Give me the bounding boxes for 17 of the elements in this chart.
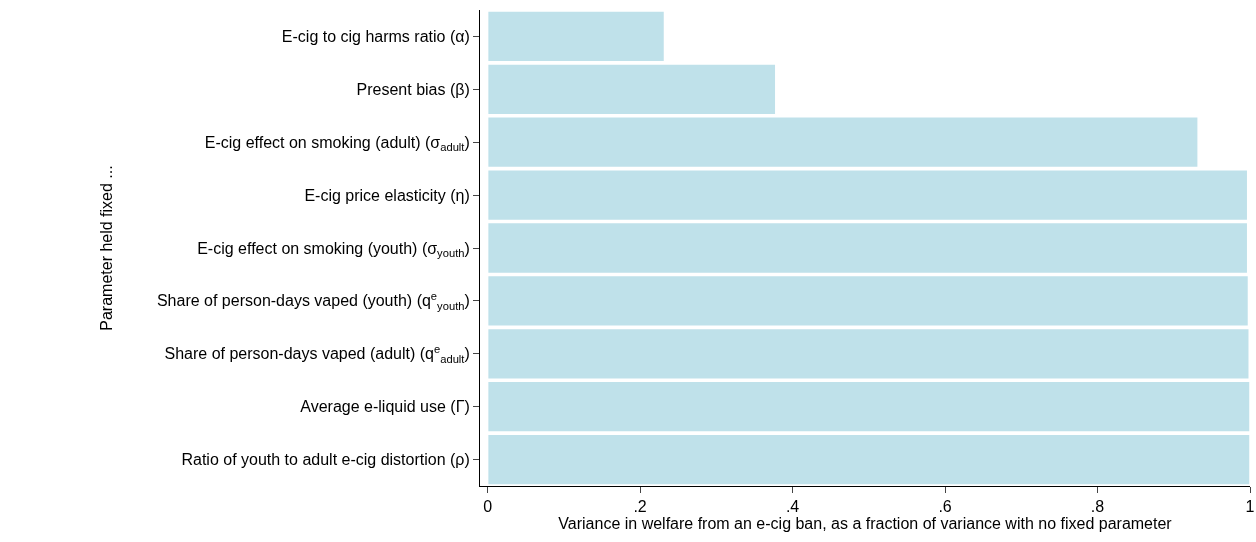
x-tick-label: .4	[785, 498, 800, 516]
y-tick-label: Present bias (β)	[356, 80, 470, 98]
y-axis-title: Parameter held fixed ...	[97, 165, 115, 331]
x-tick-label: 1	[1245, 498, 1255, 516]
x-tick-label: .2	[633, 498, 647, 516]
x-tick-label: .6	[938, 498, 952, 516]
x-axis-title: Variance in welfare from an e-cig ban, as a fraction of variance with no fixed parameter	[558, 515, 1173, 533]
x-tick-label: 0	[483, 498, 493, 516]
y-tick-label: Ratio of youth to adult e-cig distortion (ρ)	[181, 451, 470, 469]
x-tick-label: .8	[1090, 498, 1105, 516]
y-tick-label: Share of person-days vaped (adult) (q$^{e}$$_{adult}$)	[164, 342, 470, 365]
y-tick-label: E-cig effect on smoking (adult) (σ$_{adult}$)	[204, 133, 470, 154]
y-tick-label: Share of person-days vaped (youth) (q$^{e}$$_{youth}$)	[156, 289, 470, 312]
y-tick-label: Average e-liquid use (Γ)	[300, 398, 470, 416]
y-tick-label: E-cig price elasticity (η)	[304, 186, 470, 204]
y-tick-label: E-cig effect on smoking (youth) (σ$_{youth}$)	[197, 239, 470, 259]
y-tick-label: E-cig to cig harms ratio (α)	[281, 28, 470, 46]
